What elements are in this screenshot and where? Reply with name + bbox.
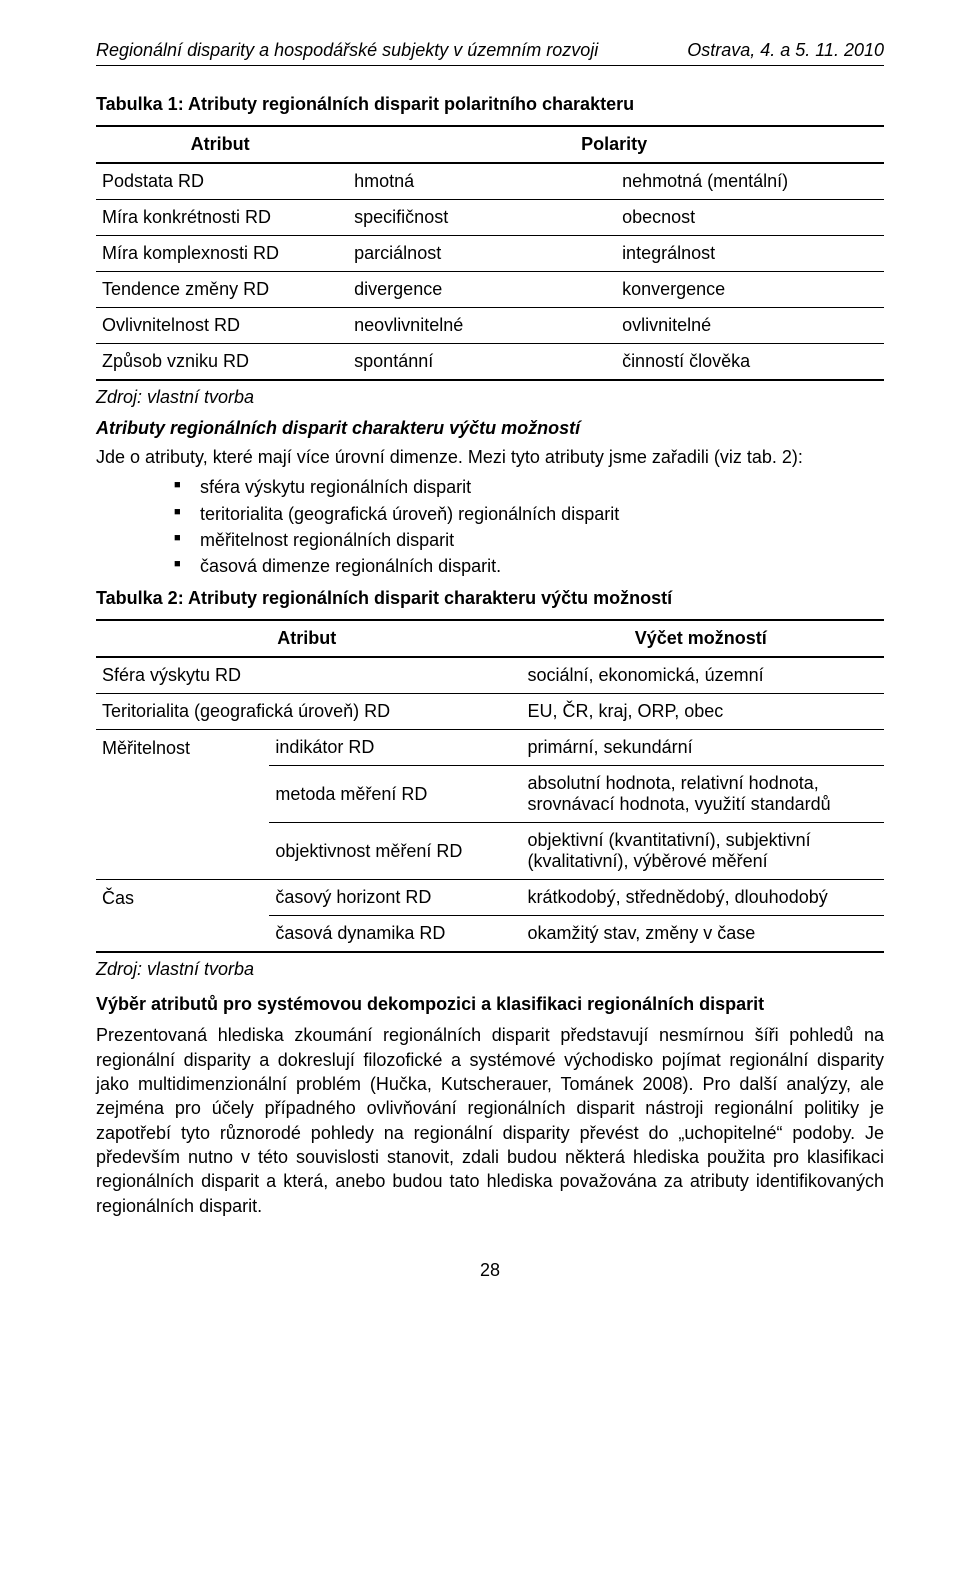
list-item: teritorialita (geografická úroveň) regio… (174, 502, 884, 526)
table1-cell: neovlivnitelné (348, 308, 616, 344)
table1: Atribut Polarity Podstata RD hmotná nehm… (96, 125, 884, 381)
table-row: Podstata RD hmotná nehmotná (mentální) (96, 163, 884, 200)
table1-cell: integrálnost (616, 236, 884, 272)
list-item: sféra výskytu regionálních disparit (174, 475, 884, 499)
table2-cell: časový horizont RD (269, 880, 521, 916)
table2-cell: objektivnost měření RD (269, 823, 521, 880)
table1-cell: Míra konkrétnosti RD (96, 200, 348, 236)
table1-head-polarity: Polarity (348, 126, 884, 163)
table-row: objektivnost měření RD objektivní (kvant… (96, 823, 884, 880)
table2-head-options: Výčet možností (522, 620, 884, 657)
list-item: časová dimenze regionálních disparit. (174, 554, 884, 578)
table-row: Sféra výskytu RD sociální, ekonomická, ú… (96, 657, 884, 694)
page-number: 28 (96, 1260, 884, 1281)
table1-cell: Míra komplexnosti RD (96, 236, 348, 272)
attr-bullets: sféra výskytu regionálních disparit teri… (96, 475, 884, 578)
table1-title: Tabulka 1: Atributy regionálních dispari… (96, 94, 884, 115)
table1-cell: ovlivnitelné (616, 308, 884, 344)
table2-cell: indikátor RD (269, 730, 521, 766)
table1-source: Zdroj: vlastní tvorba (96, 387, 884, 408)
table2-title: Tabulka 2: Atributy regionálních dispari… (96, 588, 884, 609)
table-row: Míra konkrétnosti RD specifičnost obecno… (96, 200, 884, 236)
table1-cell: specifičnost (348, 200, 616, 236)
table-row: metoda měření RD absolutní hodnota, rela… (96, 766, 884, 823)
attr-intro: Jde o atributy, které mají více úrovní d… (96, 445, 884, 469)
table1-cell: nehmotná (mentální) (616, 163, 884, 200)
table2-cell (96, 916, 269, 953)
table1-cell: konvergence (616, 272, 884, 308)
table-row: Způsob vzniku RD spontánní činností člov… (96, 344, 884, 381)
table2-cell: Sféra výskytu RD (96, 657, 522, 694)
attr-subheading: Atributy regionálních disparit charakter… (96, 418, 884, 439)
table2-cell: časová dynamika RD (269, 916, 521, 953)
table1-cell: činností člověka (616, 344, 884, 381)
table2-cell: EU, ČR, kraj, ORP, obec (522, 694, 884, 730)
table2-source: Zdroj: vlastní tvorba (96, 959, 884, 980)
table1-cell: obecnost (616, 200, 884, 236)
table1-cell: spontánní (348, 344, 616, 381)
table-row: časová dynamika RD okamžitý stav, změny … (96, 916, 884, 953)
list-item: měřitelnost regionálních disparit (174, 528, 884, 552)
header-left: Regionální disparity a hospodářské subje… (96, 40, 598, 61)
table1-cell: Ovlivnitelnost RD (96, 308, 348, 344)
table1-cell: parciálnost (348, 236, 616, 272)
header-right: Ostrava, 4. a 5. 11. 2010 (687, 40, 884, 61)
table2: Atribut Výčet možností Sféra výskytu RD … (96, 619, 884, 953)
table2-cell: primární, sekundární (522, 730, 884, 766)
selection-heading: Výběr atributů pro systémovou dekompozic… (96, 994, 884, 1015)
table2-cell: Teritorialita (geografická úroveň) RD (96, 694, 522, 730)
table-row: Ovlivnitelnost RD neovlivnitelné ovlivni… (96, 308, 884, 344)
table-row: Tendence změny RD divergence konvergence (96, 272, 884, 308)
table1-cell: divergence (348, 272, 616, 308)
table-row: Teritorialita (geografická úroveň) RD EU… (96, 694, 884, 730)
table1-head-attribute: Atribut (96, 126, 348, 163)
table-row: Měřitelnost indikátor RD primární, sekun… (96, 730, 884, 766)
table-row: Míra komplexnosti RD parciálnost integrá… (96, 236, 884, 272)
table2-cell: Čas (96, 880, 269, 916)
table2-cell: sociální, ekonomická, územní (522, 657, 884, 694)
table2-cell: absolutní hodnota, relativní hodnota, sr… (522, 766, 884, 823)
page-header: Regionální disparity a hospodářské subje… (96, 40, 884, 66)
table1-cell: hmotná (348, 163, 616, 200)
table2-cell: okamžitý stav, změny v čase (522, 916, 884, 953)
selection-paragraph: Prezentovaná hlediska zkoumání regionáln… (96, 1023, 884, 1217)
table1-cell: Tendence změny RD (96, 272, 348, 308)
table2-cell (96, 766, 269, 823)
table2-cell: objektivní (kvantitativní), subjektivní … (522, 823, 884, 880)
table2-cell: krátkodobý, střednědobý, dlouhodobý (522, 880, 884, 916)
table2-head-attribute: Atribut (96, 620, 522, 657)
table2-cell (96, 823, 269, 880)
page: Regionální disparity a hospodářské subje… (0, 0, 960, 1341)
table2-cell: metoda měření RD (269, 766, 521, 823)
table1-cell: Podstata RD (96, 163, 348, 200)
table2-cell: Měřitelnost (96, 730, 269, 766)
table-row: Čas časový horizont RD krátkodobý, střed… (96, 880, 884, 916)
table1-cell: Způsob vzniku RD (96, 344, 348, 381)
